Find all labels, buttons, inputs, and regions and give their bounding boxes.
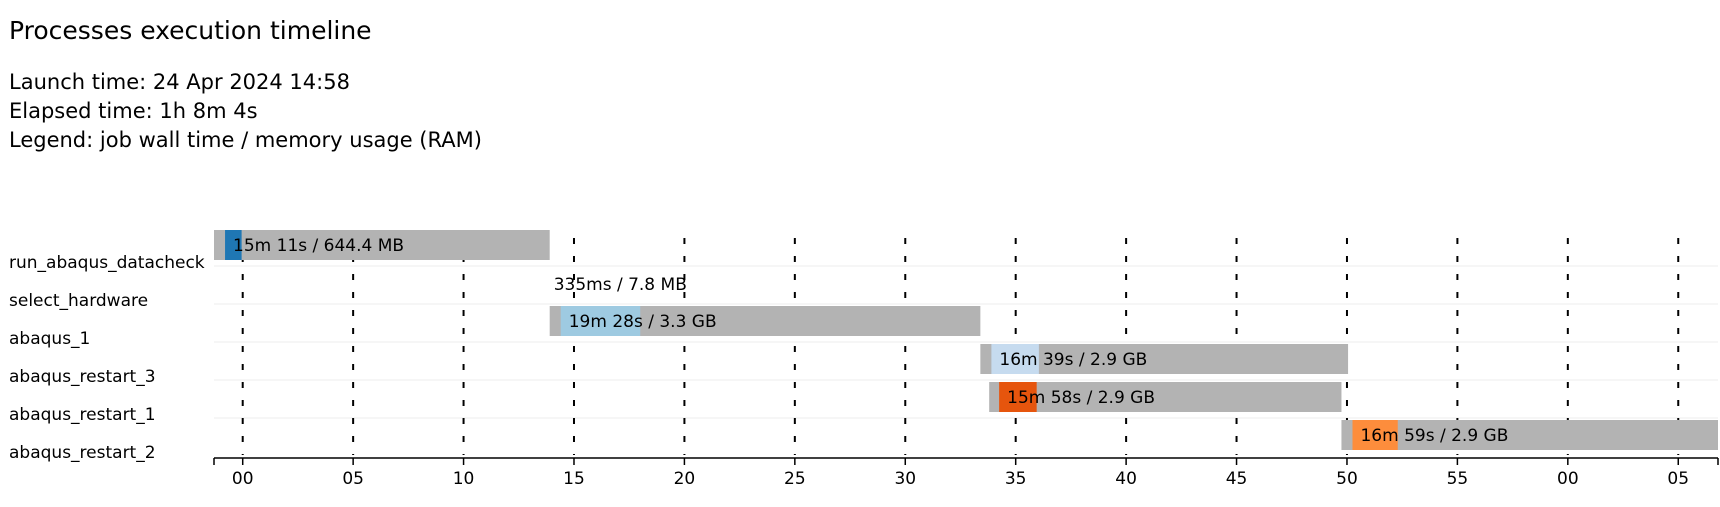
run-time-bar <box>1352 420 1398 450</box>
x-tick-label: 45 <box>1226 469 1248 489</box>
run-time-bar <box>991 344 1039 374</box>
task-name: abaqus_restart_1 <box>9 405 156 425</box>
x-tick-label: 25 <box>784 469 806 489</box>
task-bar-abaqus_restart_1 <box>989 382 1342 412</box>
row-separators <box>214 265 1718 419</box>
x-axis: 00 05 10 15 20 25 30 35 40 45 50 55 00 05 <box>213 457 1719 489</box>
x-tick-label: 50 <box>1336 469 1358 489</box>
x-tick-label: 15 <box>563 469 585 489</box>
x-tick-label: 55 <box>1447 469 1469 489</box>
task-bars <box>214 230 1718 450</box>
wall-time-bar <box>214 230 550 260</box>
x-tick-label: 30 <box>894 469 916 489</box>
report-header: Processes execution timeline Launch time… <box>9 14 482 155</box>
task-bar-abaqus_restart_3 <box>980 344 1349 374</box>
task-labels: run_abaqus_datacheck 15m 11s / 644.4 MB se… <box>9 236 1508 463</box>
legend-text: Legend: job wall time / memory usage (RA… <box>9 128 482 152</box>
task-bar-abaqus_restart_2 <box>1341 420 1718 450</box>
x-tick-label: 35 <box>1005 469 1027 489</box>
x-tick-label: 05 <box>342 469 364 489</box>
wall-time-bar <box>1341 420 1718 450</box>
task-bar-label: 15m 11s / 644.4 MB <box>233 236 404 256</box>
run-time-bar <box>225 230 242 260</box>
run-time-bar <box>999 382 1037 412</box>
task-name: abaqus_restart_2 <box>9 443 156 463</box>
elapsed-time: Elapsed time: 1h 8m 4s <box>9 99 258 123</box>
task-bar-label: 15m 58s / 2.9 GB <box>1007 388 1155 408</box>
x-tick-label: 05 <box>1667 469 1689 489</box>
wall-time-bar <box>980 344 1349 374</box>
task-name: abaqus_1 <box>9 329 90 349</box>
x-tick-label: 00 <box>1557 469 1579 489</box>
x-tick-label: 10 <box>453 469 475 489</box>
task-bar-label: 16m 59s / 2.9 GB <box>1360 426 1508 446</box>
wall-time-bar <box>989 382 1342 412</box>
task-bar-run_abaqus_datacheck <box>214 230 550 260</box>
task-name: run_abaqus_datacheck <box>9 253 205 273</box>
run-time-bar <box>560 306 641 336</box>
x-tick-label: 00 <box>232 469 254 489</box>
task-bar-abaqus_1 <box>549 306 981 336</box>
chart-title: Processes execution timeline <box>9 16 372 45</box>
task-bar-label: 16m 39s / 2.9 GB <box>999 350 1147 370</box>
x-tick-label: 40 <box>1115 469 1137 489</box>
task-bar-label: 335ms / 7.8 MB <box>554 275 687 295</box>
task-name: select_hardware <box>9 291 148 311</box>
x-tick-label: 20 <box>674 469 696 489</box>
task-bar-label: 19m 28s / 3.3 GB <box>569 312 717 332</box>
task-name: abaqus_restart_3 <box>9 367 156 387</box>
launch-time: Launch time: 24 Apr 2024 14:58 <box>9 70 350 94</box>
